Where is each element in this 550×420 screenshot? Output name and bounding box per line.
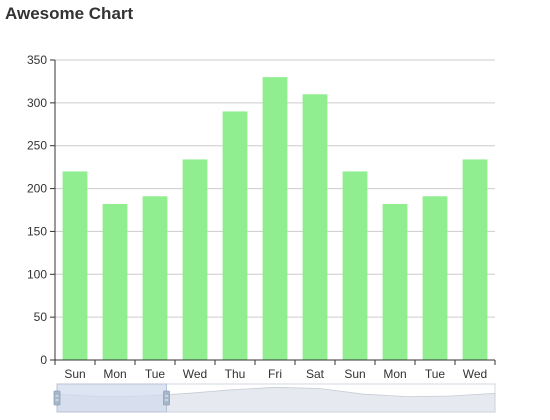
bar[interactable] <box>62 171 88 360</box>
y-tick-label: 0 <box>40 353 47 367</box>
bar[interactable] <box>342 171 368 360</box>
y-tick-label: 150 <box>27 224 47 238</box>
bar[interactable] <box>422 196 448 360</box>
data-zoom-slider[interactable] <box>53 383 496 413</box>
x-tick-label: Sun <box>344 367 365 381</box>
bar[interactable] <box>382 204 408 360</box>
x-tick-label: Tue <box>145 367 166 381</box>
y-tick-label: 250 <box>27 139 47 153</box>
slider-handle-right[interactable] <box>163 390 170 406</box>
bar[interactable] <box>222 111 248 360</box>
bar[interactable] <box>462 159 488 360</box>
axes: 0 50 100 150 200 250 300 350 Sun Mon Tue Wed Thu Fri S… <box>27 53 496 381</box>
x-tick-label: Sat <box>306 367 325 381</box>
chart-title: Awesome Chart <box>5 4 134 23</box>
bar[interactable] <box>102 204 128 360</box>
x-tick-label: Mon <box>103 367 126 381</box>
slider-window[interactable] <box>56 383 167 413</box>
y-tick-label: 200 <box>27 182 47 196</box>
bar[interactable] <box>182 159 208 360</box>
y-tick-label: 350 <box>27 53 47 67</box>
bar[interactable] <box>302 94 328 361</box>
y-tick-label: 300 <box>27 96 47 110</box>
x-tick-label: Thu <box>225 367 246 381</box>
bar[interactable] <box>262 77 288 361</box>
y-tick-label: 100 <box>27 267 47 281</box>
bars <box>62 77 488 361</box>
x-tick-label: Tue <box>425 367 446 381</box>
bar[interactable] <box>142 196 168 360</box>
slider-handle-left[interactable] <box>53 390 61 406</box>
x-tick-label: Sun <box>64 367 85 381</box>
x-tick-label: Fri <box>268 367 282 381</box>
x-tick-label: Wed <box>463 367 487 381</box>
x-tick-label: Mon <box>383 367 406 381</box>
y-tick-label: 50 <box>34 310 48 324</box>
x-tick-label: Wed <box>183 367 207 381</box>
